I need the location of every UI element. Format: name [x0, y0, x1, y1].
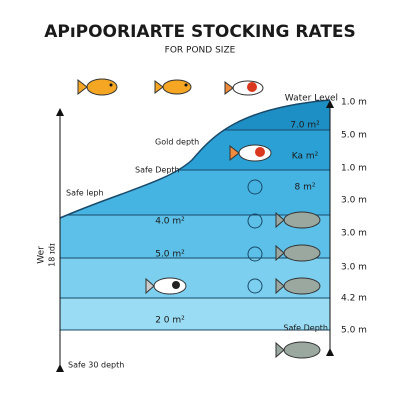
annotation: Gold depth: [155, 138, 199, 147]
fish-gold: [77, 78, 118, 96]
fish-koi: [229, 144, 272, 162]
check-icons: [247, 179, 263, 294]
depth-label: 4.2 m: [341, 294, 367, 304]
annotation: Safe leph: [66, 189, 104, 198]
fish-bass: [275, 277, 321, 295]
zone-label: 5.0 m²: [155, 250, 185, 260]
water-surface: [59, 99, 331, 219]
depth-label: 3.0 m: [341, 196, 367, 206]
zone-label: 8 m²: [295, 183, 316, 193]
zone-label: Ka m²: [292, 152, 319, 162]
zone-label: 4.0 m²: [155, 217, 185, 227]
axis-label: 18 ɪdɪ: [48, 243, 57, 267]
zone-labels: 7.0 m² Ka m² 8 m² 4.0 m² 5.0 m² 2 0 m²: [155, 121, 320, 326]
depth-label: 5.0 m: [341, 131, 367, 141]
fish-bass: [275, 341, 321, 359]
depth-labels: 1.0 m 5.0 m 1.0 m 3.0 m 3.0 m 3.0 m 4.2 …: [341, 98, 367, 336]
subtitle: FOR POND SIZE: [165, 46, 236, 56]
depth-label: 1.0 m: [341, 164, 367, 174]
fish-bass: [275, 211, 321, 229]
annotation: Safe 30 depth: [68, 361, 124, 370]
depth-label: 3.0 m: [341, 229, 367, 239]
fish-gold: [154, 79, 192, 95]
depth-label: 3.0 m: [341, 263, 367, 273]
axis-label: Wer: [37, 246, 47, 264]
depth-label: 5.0 m: [341, 326, 367, 336]
annotation: Safe Depth: [283, 324, 328, 333]
fish-koi: [145, 277, 187, 295]
water-level: Water Level: [285, 94, 338, 104]
zone-label: 7.0 m²: [290, 121, 320, 131]
title: APıPOORIARTE STOCKING RATES: [44, 22, 356, 42]
fish-koi: [224, 80, 264, 96]
zone-label: 2 0 m²: [155, 316, 185, 326]
annotation: Safe Depth: [135, 166, 180, 175]
depth-label: 1.0 m: [341, 98, 367, 108]
fish-bass: [275, 244, 321, 262]
